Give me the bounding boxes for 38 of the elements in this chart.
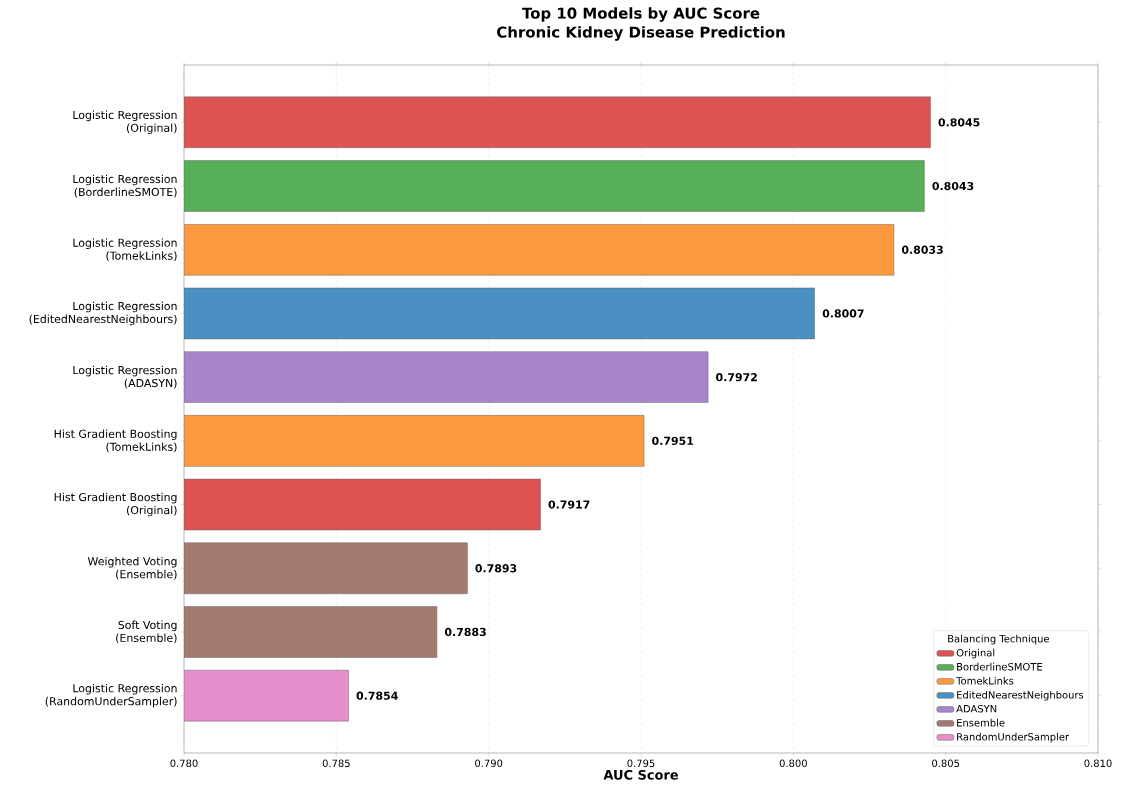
data-label: 0.7883 [444, 627, 486, 637]
y-tick-label: Logistic Regression (TomekLinks) [73, 238, 177, 262]
y-tick-label: Soft Voting (Ensemble) [116, 620, 177, 644]
data-label: 0.7917 [548, 500, 590, 509]
data-label: 0.7854 [356, 691, 398, 700]
legend-label: Original [956, 648, 995, 659]
x-tick-label: 0.810 [1084, 759, 1112, 768]
y-tick-label: Logistic Regression (Original) [73, 110, 177, 135]
x-tick-label: 0.800 [779, 759, 807, 768]
y-tick-label: Weighted Voting (Ensemble) [87, 556, 177, 580]
x-tick-label: 0.785 [322, 759, 350, 768]
y-tick-label: Logistic Regression (BorderlineSMOTE) [73, 174, 177, 198]
legend-label: BorderlineSMOTE [957, 662, 1043, 671]
data-label: 0.7951 [652, 436, 694, 445]
data-label: 0.8033 [901, 245, 943, 254]
legend-label: EditedNearestNeighbours [957, 690, 1084, 701]
data-label: 0.8043 [932, 181, 974, 191]
y-tick-label: Logistic Regression (ADASYN) [73, 365, 177, 389]
x-tick-label: 0.780 [170, 759, 198, 768]
chart-subtitle: Chronic Kidney Disease Prediction [497, 26, 785, 41]
legend-label: ADASYN [956, 704, 997, 713]
legend-title: Balancing Technique [948, 634, 1050, 645]
y-tick-label: Hist Gradient Boosting (Original) [54, 492, 177, 517]
x-axis-title: AUC Score [603, 769, 678, 780]
legend-label: TomekLinks [956, 676, 1014, 685]
y-tick-label: Logistic Regression (RandomUnderSampler) [45, 683, 177, 708]
y-tick-label: Hist Gradient Boosting (TomekLinks) [54, 429, 177, 453]
legend-label: Ensemble [957, 718, 1005, 727]
y-tick-label: Logistic Regression (EditedNearestNeighbours) [29, 301, 177, 326]
chart-title: Top 10 Models by AUC Score [522, 7, 760, 22]
x-tick-label: 0.790 [475, 759, 503, 768]
data-label: 0.7893 [475, 564, 517, 573]
x-tick-label: 0.795 [627, 759, 655, 768]
data-label: 0.8045 [938, 118, 980, 127]
data-label: 0.7972 [716, 373, 757, 382]
data-label: 0.8007 [822, 309, 864, 318]
x-tick-label: 0.805 [932, 759, 960, 768]
legend-label: RandomUnderSampler [957, 732, 1070, 743]
